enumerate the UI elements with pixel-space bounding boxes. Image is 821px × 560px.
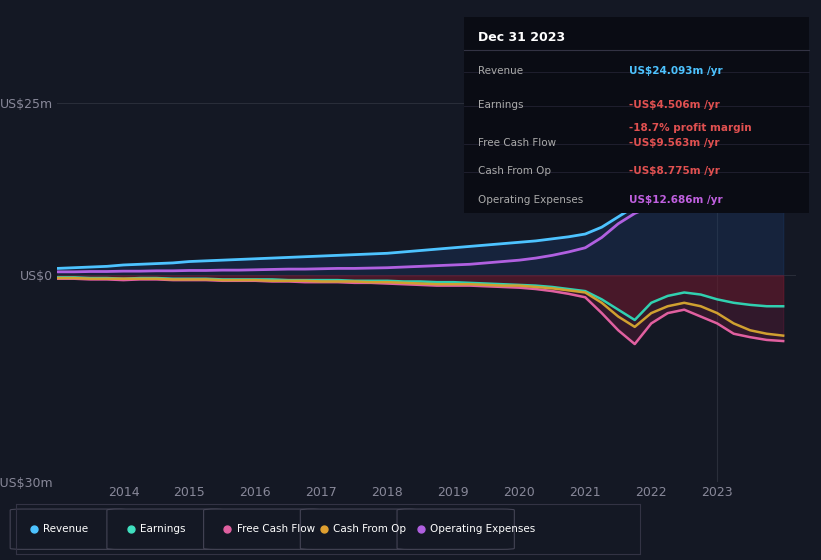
Text: -18.7% profit margin: -18.7% profit margin — [630, 123, 752, 133]
Text: US$12.686m /yr: US$12.686m /yr — [630, 195, 723, 205]
FancyBboxPatch shape — [204, 509, 321, 549]
FancyBboxPatch shape — [300, 509, 418, 549]
Text: Earnings: Earnings — [140, 524, 186, 534]
Text: Earnings: Earnings — [478, 100, 523, 110]
FancyBboxPatch shape — [397, 509, 514, 549]
Text: -US$4.506m /yr: -US$4.506m /yr — [630, 100, 720, 110]
Text: -US$9.563m /yr: -US$9.563m /yr — [630, 138, 720, 148]
Text: Operating Expenses: Operating Expenses — [478, 195, 583, 205]
Text: Operating Expenses: Operating Expenses — [430, 524, 535, 534]
Text: Dec 31 2023: Dec 31 2023 — [478, 31, 565, 44]
Text: Cash From Op: Cash From Op — [478, 166, 551, 176]
FancyBboxPatch shape — [107, 509, 224, 549]
Text: -US$8.775m /yr: -US$8.775m /yr — [630, 166, 720, 176]
Text: Free Cash Flow: Free Cash Flow — [236, 524, 314, 534]
Text: Revenue: Revenue — [478, 66, 523, 76]
Text: US$24.093m /yr: US$24.093m /yr — [630, 66, 723, 76]
Text: Revenue: Revenue — [44, 524, 89, 534]
Text: Free Cash Flow: Free Cash Flow — [478, 138, 556, 148]
FancyBboxPatch shape — [10, 509, 127, 549]
Text: Cash From Op: Cash From Op — [333, 524, 406, 534]
